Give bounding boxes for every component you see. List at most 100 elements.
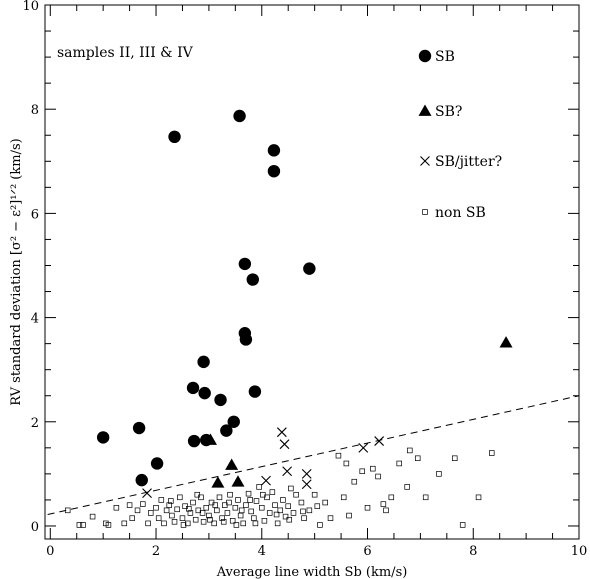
point-non-sb: [280, 497, 286, 503]
point-non-sb: [203, 504, 210, 511]
axis-ticks: [45, 4, 580, 539]
point-non-sb: [171, 519, 178, 525]
point-non-sb: [383, 507, 389, 514]
y-tick-label: 10: [22, 0, 39, 14]
y-tick-label: 4: [31, 312, 39, 327]
point-sb: [150, 457, 164, 470]
point-non-sb: [407, 447, 413, 454]
point-non-sb: [179, 515, 186, 521]
legend-sb-marker: [418, 104, 432, 116]
point-sb: [239, 333, 253, 346]
point-non-sb: [260, 491, 266, 498]
point-sb: [248, 385, 262, 398]
point-sb-jitter: [142, 488, 152, 499]
point-non-sb: [227, 491, 233, 498]
point-non-sb: [194, 491, 201, 498]
point-non-sb: [214, 507, 220, 514]
legend: SB SB? SB/jitter? non SB: [418, 49, 502, 221]
x-tick-label: 8: [469, 544, 477, 559]
point-non-sb: [134, 507, 141, 514]
point-non-sb: [251, 515, 257, 521]
point-sb-jitter: [301, 468, 312, 479]
point-sb: [499, 336, 513, 348]
point-non-sb: [158, 497, 165, 503]
point-non-sb: [211, 520, 217, 527]
point-non-sb: [219, 515, 225, 521]
point-non-sb: [121, 520, 128, 527]
point-non-sb: [327, 515, 334, 521]
point-non-sb: [216, 494, 223, 501]
point-sb: [211, 476, 225, 488]
point-non-sb: [206, 512, 212, 519]
point-sb: [214, 393, 227, 407]
point-non-sb: [388, 494, 395, 501]
point-non-sb: [359, 468, 365, 475]
point-non-sb: [64, 507, 71, 514]
point-non-sb: [229, 518, 236, 524]
point-sb: [267, 144, 281, 157]
point-sb: [238, 257, 252, 271]
point-non-sb: [346, 512, 352, 519]
point-non-sb: [207, 516, 213, 523]
x-tick-label: 0: [46, 544, 54, 559]
point-non-sb: [269, 489, 276, 495]
legend-non-sb-marker: [422, 209, 428, 215]
point-non-sb: [186, 506, 192, 512]
point-non-sb: [147, 510, 154, 516]
point-non-sb: [375, 473, 381, 480]
point-sb: [225, 458, 239, 470]
point-sb-jitter: [301, 479, 312, 490]
y-axis-label: RV standard deviation [σ² − ε²]¹ᐟ² (km/s…: [9, 138, 24, 405]
point-non-sb: [168, 498, 174, 504]
point-sb: [96, 431, 110, 444]
point-non-sb: [404, 484, 410, 490]
point-sb: [231, 475, 245, 487]
point-non-sb: [226, 499, 232, 506]
point-non-sb: [126, 502, 133, 508]
point-non-sb: [245, 490, 252, 497]
point-non-sb: [224, 510, 231, 516]
point-non-sb: [166, 502, 172, 508]
point-non-sb: [240, 520, 247, 527]
point-non-sb: [252, 520, 259, 527]
point-sb: [168, 130, 181, 144]
point-non-sb: [247, 497, 253, 503]
legend-non-sb-label: non SB: [435, 205, 486, 221]
point-sb: [220, 424, 233, 437]
point-non-sb: [300, 508, 306, 515]
point-non-sb: [169, 512, 175, 519]
point-non-sb: [306, 507, 313, 514]
point-non-sb: [103, 520, 109, 527]
y-tick-label: 2: [31, 416, 39, 431]
point-non-sb: [298, 499, 305, 506]
point-non-sb: [190, 499, 196, 506]
point-sb-jitter: [374, 436, 385, 446]
point-non-sb: [317, 522, 323, 528]
point-non-sb: [414, 455, 421, 461]
point-non-sb: [232, 504, 239, 511]
point-sb: [227, 415, 240, 428]
point-non-sb: [261, 518, 268, 524]
legend-sb-marker: [418, 49, 432, 63]
point-non-sb: [235, 497, 241, 503]
point-non-sb: [237, 512, 244, 519]
legend-sb-label: SB?: [435, 104, 462, 120]
point-non-sb: [76, 522, 83, 528]
point-non-sb: [273, 511, 280, 518]
point-non-sb: [163, 507, 170, 514]
x-tick-label: 2: [152, 544, 160, 559]
point-non-sb: [314, 503, 321, 509]
data-points: [64, 109, 513, 528]
point-non-sb: [248, 508, 254, 515]
point-non-sb: [340, 494, 347, 501]
point-sb: [303, 262, 316, 275]
point-sb-jitter: [358, 442, 369, 453]
point-non-sb: [253, 498, 260, 504]
point-non-sb: [290, 510, 297, 516]
point-sb-jitter: [279, 439, 290, 450]
point-non-sb: [335, 452, 342, 459]
x-axis-label: Average line width Sb (km/s): [216, 565, 408, 579]
point-non-sb: [286, 516, 293, 523]
point-non-sb: [161, 520, 167, 527]
